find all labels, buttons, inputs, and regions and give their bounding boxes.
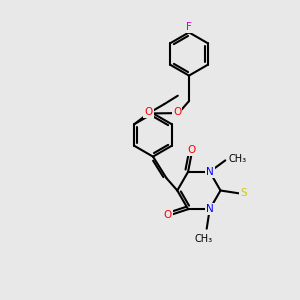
Text: O: O xyxy=(144,107,152,117)
Text: O: O xyxy=(188,145,196,154)
Text: F: F xyxy=(186,22,192,32)
Text: O: O xyxy=(163,210,172,220)
Text: CH₃: CH₃ xyxy=(195,233,213,244)
Text: N: N xyxy=(206,167,214,177)
Text: N: N xyxy=(206,204,214,214)
Text: O: O xyxy=(173,107,181,117)
Text: S: S xyxy=(240,188,247,199)
Text: CH₃: CH₃ xyxy=(229,154,247,164)
